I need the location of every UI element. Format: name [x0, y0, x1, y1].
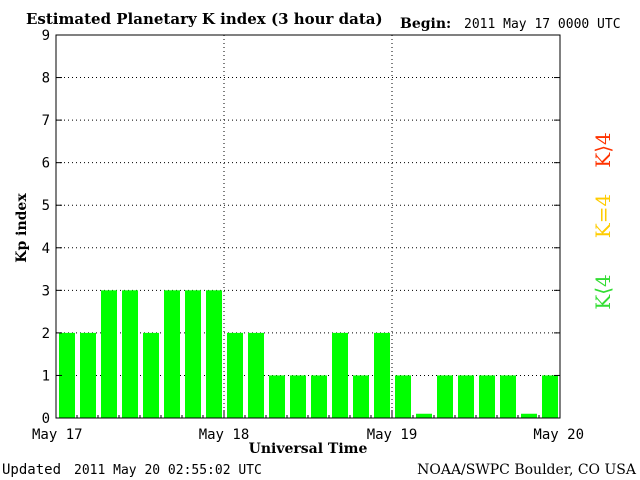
- updated-value: 2011 May 20 02:55:02 UTC: [74, 463, 262, 478]
- kp-bar: [521, 413, 537, 418]
- kp-bar: [227, 332, 243, 418]
- legend-k-greater: K⟩4: [591, 132, 615, 167]
- y-axis-label: Kp index: [14, 193, 30, 263]
- y-tick-label: 2: [42, 326, 50, 342]
- x-tick-label: May 17: [32, 427, 83, 443]
- kp-bar: [164, 290, 180, 418]
- kp-bar: [479, 375, 495, 418]
- y-tick-label: 3: [42, 283, 50, 299]
- legend-k-less: K⟨4: [591, 274, 615, 309]
- kp-bar: [353, 375, 369, 418]
- kp-bar: [290, 375, 306, 418]
- legend-k-equal: K=4: [591, 194, 615, 238]
- kp-bar: [122, 290, 138, 418]
- x-tick-label: May 20: [533, 427, 584, 443]
- bars: [59, 290, 558, 418]
- y-tick-labels: 0 1 2 3 4 5 6 7 8 9: [42, 28, 50, 427]
- kp-bar: [248, 332, 264, 418]
- kp-bar: [101, 290, 117, 418]
- kp-bar: [500, 375, 516, 418]
- chart-title: Estimated Planetary K index (3 hour data…: [26, 10, 383, 28]
- x-tick-labels: May 17 May 18 May 19 May 20: [32, 427, 584, 443]
- kp-bar: [206, 290, 222, 418]
- kp-bar: [458, 375, 474, 418]
- y-tick-label: 1: [42, 368, 50, 384]
- x-tick-label: May 18: [199, 427, 250, 443]
- y-tick-label: 6: [42, 156, 50, 172]
- kp-bar: [332, 332, 348, 418]
- kp-bar: [374, 332, 390, 418]
- plot-frame: [55, 34, 561, 419]
- kp-bar: [269, 375, 285, 418]
- begin-label: Begin:: [400, 16, 451, 32]
- kp-bar: [143, 332, 159, 418]
- kp-bar: [395, 375, 411, 418]
- kp-bar: [185, 290, 201, 418]
- begin-value: 2011 May 17 0000 UTC: [464, 17, 621, 32]
- y-tick-label: 8: [42, 71, 50, 87]
- x-tick-label: May 19: [367, 427, 418, 443]
- kp-bar: [311, 375, 327, 418]
- x-axis-label: Universal Time: [249, 441, 368, 457]
- source-credit: NOAA/SWPC Boulder, CO USA: [417, 462, 637, 478]
- y-tick-label: 4: [42, 241, 50, 257]
- y-tick-label: 5: [42, 198, 50, 214]
- kp-bar: [59, 332, 75, 418]
- kp-bar: [80, 332, 96, 418]
- kp-bar: [542, 375, 558, 418]
- kp-bar: [437, 375, 453, 418]
- updated-label: Updated: [2, 462, 61, 478]
- kp-bar: [416, 413, 432, 418]
- y-tick-label: 9: [42, 28, 50, 44]
- y-tick-label: 7: [42, 113, 50, 129]
- y-tick-label: 0: [42, 411, 50, 427]
